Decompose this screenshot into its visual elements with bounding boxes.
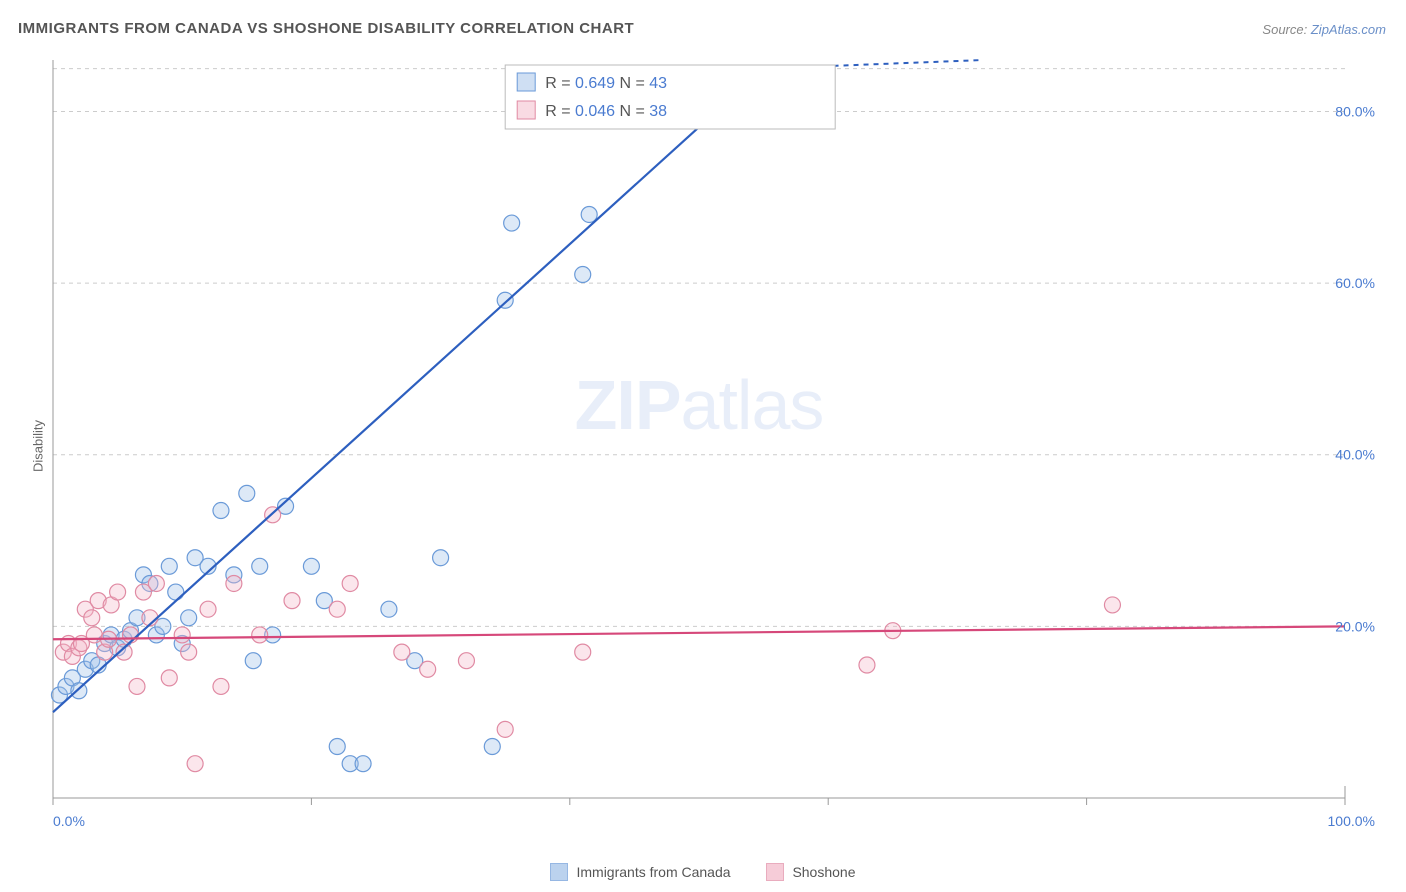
legend-swatch-shoshone xyxy=(766,863,784,881)
chart-container: IMMIGRANTS FROM CANADA VS SHOSHONE DISAB… xyxy=(0,0,1406,892)
svg-text:40.0%: 40.0% xyxy=(1335,447,1375,463)
legend-item-canada: Immigrants from Canada xyxy=(550,863,730,881)
source-value: ZipAtlas.com xyxy=(1311,22,1386,37)
svg-text:80.0%: 80.0% xyxy=(1335,103,1375,119)
svg-text:ZIPatlas: ZIPatlas xyxy=(575,366,824,444)
svg-text:R = 0.046 N = 38: R = 0.046 N = 38 xyxy=(545,103,667,120)
scatter-plot: ZIPatlas 20.0% 40.0% 60.0% 80.0% 0.0% 100.0%… xyxy=(45,50,1380,840)
y-tick-labels: 20.0% 40.0% 60.0% 80.0% xyxy=(1335,103,1375,634)
chart-title: IMMIGRANTS FROM CANADA VS SHOSHONE DISAB… xyxy=(18,20,634,37)
watermark: ZIPatlas xyxy=(575,366,824,444)
grid-lines xyxy=(53,69,1345,627)
source-label: Source: xyxy=(1262,22,1307,37)
source-attribution: Source: ZipAtlas.com xyxy=(1262,22,1386,37)
svg-text:20.0%: 20.0% xyxy=(1335,618,1375,634)
legend-label-shoshone: Shoshone xyxy=(792,864,855,880)
x-tick-labels: 0.0% 100.0% xyxy=(53,813,1375,829)
legend-label-canada: Immigrants from Canada xyxy=(576,864,730,880)
series-legend: Immigrants from Canada Shoshone xyxy=(0,863,1406,884)
svg-text:0.0%: 0.0% xyxy=(53,813,85,829)
statistics-legend: R = 0.649 N = 43 R = 0.046 N = 38 xyxy=(505,65,835,129)
svg-text:60.0%: 60.0% xyxy=(1335,275,1375,291)
y-axis-label: Disability xyxy=(31,420,46,472)
legend-item-shoshone: Shoshone xyxy=(766,863,855,881)
scatter-points xyxy=(51,206,1120,771)
svg-text:100.0%: 100.0% xyxy=(1328,813,1375,829)
legend-swatch-canada xyxy=(550,863,568,881)
svg-text:R = 0.649 N = 43: R = 0.649 N = 43 xyxy=(545,75,667,92)
